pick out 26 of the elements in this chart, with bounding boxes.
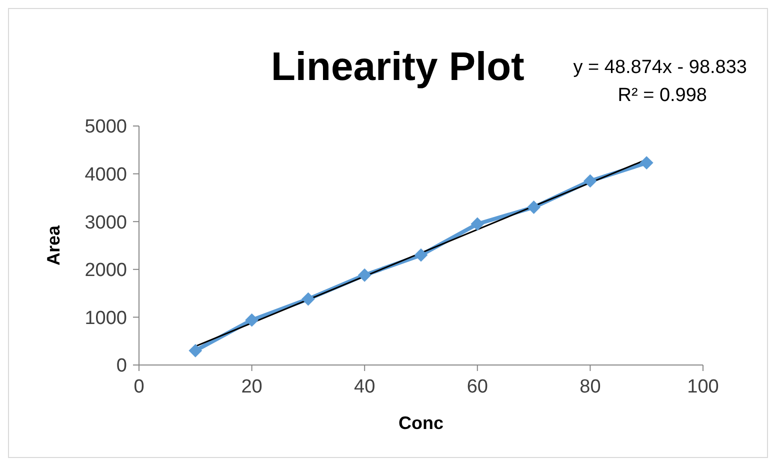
point bbox=[584, 174, 597, 188]
point bbox=[245, 314, 258, 327]
y-tick-label: 5000 bbox=[84, 116, 127, 138]
y-tick-label: 4000 bbox=[84, 164, 127, 186]
x-tick-label: 20 bbox=[241, 376, 262, 398]
text: R² = 0.998 bbox=[618, 85, 707, 106]
y-tick-label: 3000 bbox=[84, 212, 127, 234]
chart-title: Linearity Plot bbox=[271, 45, 524, 90]
point bbox=[527, 200, 540, 214]
point bbox=[188, 344, 202, 358]
y-axis-title: Area bbox=[43, 224, 64, 266]
x-tick-label: 80 bbox=[580, 376, 601, 398]
x-tick-label: 0 bbox=[134, 376, 144, 398]
point bbox=[302, 292, 315, 306]
y-tick-label: 0 bbox=[116, 356, 127, 377]
point bbox=[640, 156, 654, 170]
point bbox=[414, 248, 428, 262]
x-tick-label: 60 bbox=[466, 376, 488, 398]
x-tick-label: 100 bbox=[687, 376, 719, 398]
y-tick-label: 2000 bbox=[84, 260, 127, 282]
y-tick-label: 1000 bbox=[84, 308, 127, 329]
point bbox=[358, 268, 372, 282]
point bbox=[470, 217, 484, 230]
x-axis-title: Conc bbox=[398, 413, 444, 433]
x-tick-label: 40 bbox=[354, 376, 376, 398]
text: y = 48.874x - 98.833 bbox=[573, 57, 747, 78]
